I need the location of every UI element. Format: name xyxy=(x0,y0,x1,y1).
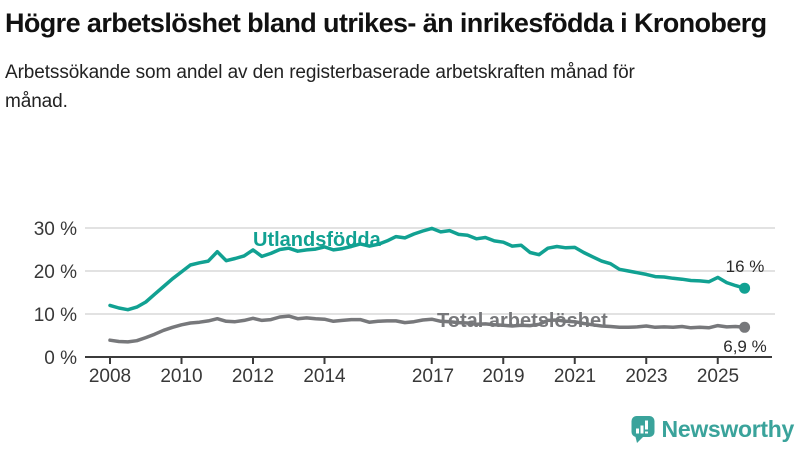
xtick-label-2008: 2008 xyxy=(89,366,131,387)
ytick-label-20: 20 % xyxy=(34,262,77,283)
brand-name: Newsworthy xyxy=(661,416,795,442)
ytick-label-30: 30 % xyxy=(34,219,77,240)
series-label-total-arbetsloshet: Total arbetslöshet xyxy=(437,310,608,332)
xtick-label-2023: 2023 xyxy=(625,366,667,387)
series-end-dot-total xyxy=(739,321,751,333)
xtick-label-2017: 2017 xyxy=(412,366,454,387)
chart-layers xyxy=(85,226,775,364)
ytick-label-0: 0 % xyxy=(44,348,77,369)
chart-header: Högre arbetslöshet bland utrikes- än inr… xyxy=(5,6,793,117)
series-line-utlandsfodda xyxy=(108,226,747,312)
xtick-label-2012: 2012 xyxy=(232,366,274,387)
xtick-label-2025: 2025 xyxy=(697,366,739,387)
end-value-utlandsfodda: 16 % xyxy=(726,257,765,276)
bar-chart-speech-bubble-icon xyxy=(631,416,655,443)
series-line-total xyxy=(108,314,747,344)
series-label-utlandsfodda: Utlandsfödda xyxy=(253,229,382,251)
xtick-label-2014: 2014 xyxy=(303,366,346,387)
xtick-label-2019: 2019 xyxy=(482,366,524,387)
ytick-label-10: 10 % xyxy=(34,305,77,326)
series-end-dot-utlandsfodda xyxy=(739,282,751,294)
page-subtitle: Arbetssökande som andel av den registerb… xyxy=(5,61,635,113)
xtick-label-2010: 2010 xyxy=(160,366,202,387)
newsworthy-logo: Newsworthy xyxy=(631,415,794,444)
xtick-label-2021: 2021 xyxy=(554,366,596,387)
page-title: Högre arbetslöshet bland utrikes- än inr… xyxy=(5,8,767,38)
end-value-total: 6,9 % xyxy=(723,337,766,356)
